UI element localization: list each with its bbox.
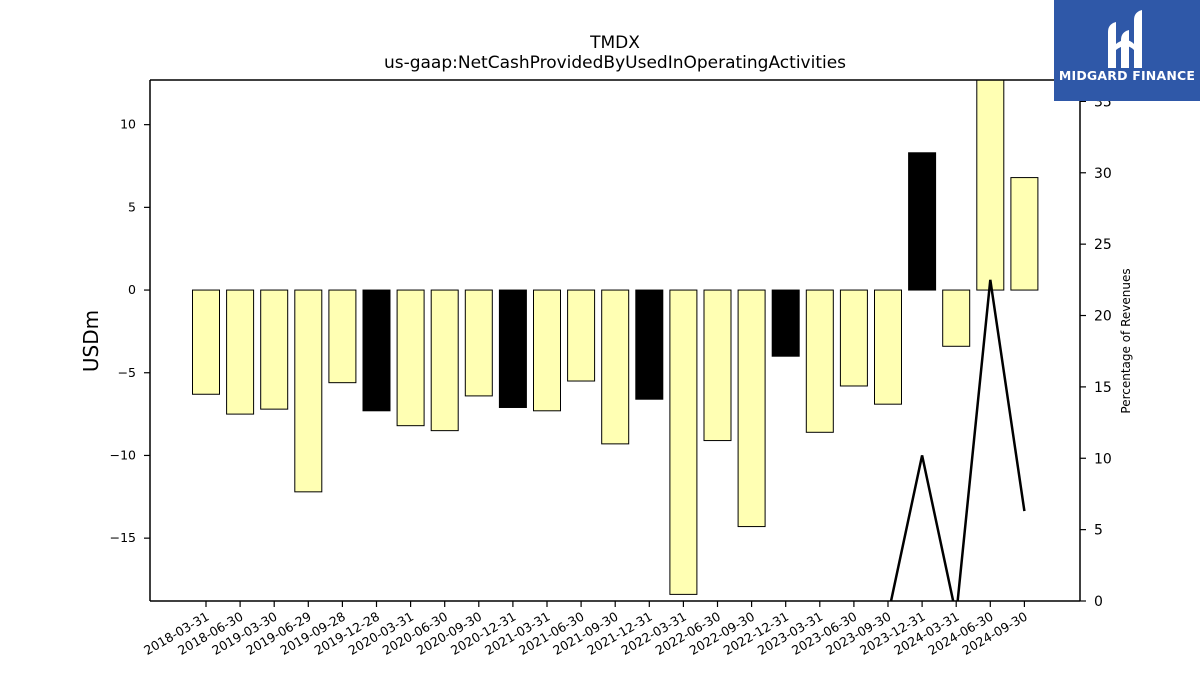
bar-2020-09-30: [464, 289, 493, 397]
bar-2019-03-30: [260, 289, 289, 410]
y2-tick-label: 30: [1094, 166, 1112, 182]
y-tick-label: 10: [120, 117, 136, 132]
bar-2019-12-28: [362, 289, 391, 412]
logo-text: MIDGARD FINANCE: [1058, 68, 1196, 83]
y2-tick-label: 25: [1094, 237, 1112, 253]
bar-2021-06-30: [567, 289, 596, 382]
bar-2022-06-30: [703, 289, 732, 442]
bar-2021-12-31: [635, 289, 664, 400]
y2-tick-label: 20: [1094, 309, 1112, 325]
bar-2021-09-30: [601, 289, 630, 445]
y2-axis-label: Percentage of Revenues: [1119, 268, 1133, 413]
y-tick-label: −10: [110, 447, 136, 462]
bar-2023-06-30: [839, 289, 868, 387]
bar-2020-03-31: [396, 289, 425, 427]
bar-2019-09-28: [328, 289, 357, 384]
bar-2023-03-31: [805, 289, 834, 433]
bar-2018-03-31: [192, 289, 220, 395]
bar-2021-03-31: [533, 289, 561, 412]
y2-tick-label: 0: [1094, 594, 1103, 610]
bar-2019-06-29: [294, 289, 323, 493]
chart-subtitle: us-gaap:NetCashProvidedByUsedInOperating…: [384, 53, 846, 73]
y-tick-label: 0: [128, 282, 136, 297]
y-tick-label: −15: [110, 530, 136, 545]
bar-group: [192, 80, 1039, 595]
series-line: [889, 279, 1026, 601]
y2-tick-label: 5: [1094, 523, 1103, 539]
bar-2020-12-31: [498, 289, 527, 408]
line-group: [889, 279, 1026, 601]
bar-2024-09-30: [1010, 177, 1039, 291]
bar-2024-03-31: [942, 289, 971, 347]
logo-icon: [1108, 10, 1142, 68]
y-tick-label: −5: [118, 365, 136, 380]
y-tick-label: 5: [128, 199, 136, 214]
bar-2023-12-31: [908, 152, 937, 291]
chart-title: TMDX: [589, 33, 640, 53]
bar-2022-12-31: [771, 289, 800, 357]
bar-2020-06-30: [430, 289, 459, 432]
y2-tick-label: 15: [1094, 380, 1112, 396]
bar-2024-06-30: [976, 80, 1005, 291]
bar-2018-06-30: [226, 289, 255, 415]
bar-2023-09-30: [874, 289, 902, 405]
brand-logo: MIDGARD FINANCE: [1054, 0, 1200, 101]
bar-2022-03-31: [669, 289, 698, 595]
bar-2022-09-30: [737, 289, 766, 528]
y-axis-label: USDm: [79, 310, 103, 372]
y2-tick-label: 10: [1094, 451, 1112, 467]
